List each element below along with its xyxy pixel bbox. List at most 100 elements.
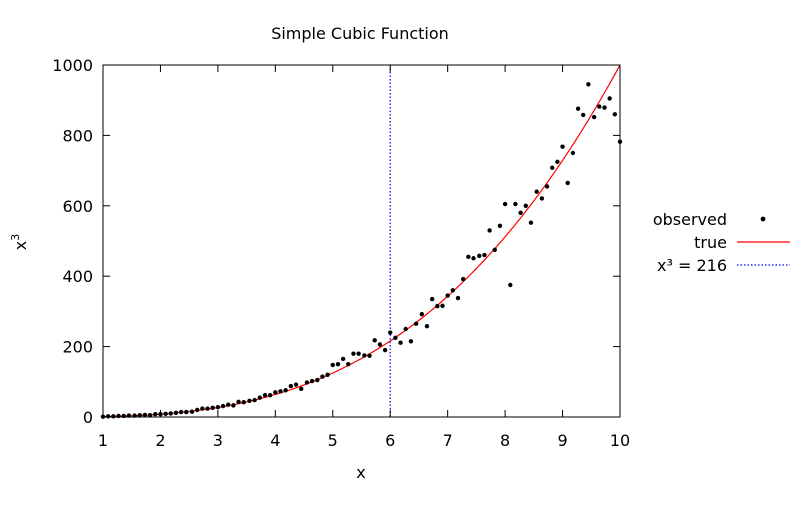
x-tick-label: 2	[155, 431, 165, 450]
observed-point	[513, 201, 518, 207]
observed-point	[262, 392, 268, 398]
observed-point	[377, 342, 383, 347]
observed-point	[523, 203, 528, 208]
observed-point	[356, 351, 361, 356]
observed-point	[163, 411, 168, 417]
observed-point	[105, 414, 111, 419]
legend-label-vline: x³ = 216	[657, 256, 727, 275]
observed-point	[205, 406, 210, 411]
observed-point	[482, 252, 487, 258]
observed-point	[408, 339, 414, 344]
observed-point	[492, 247, 497, 252]
observed-point	[403, 326, 408, 332]
observed-point	[419, 312, 425, 317]
observed-point	[210, 405, 215, 411]
observed-point	[550, 165, 555, 170]
observed-point	[168, 411, 173, 416]
observed-point	[346, 362, 351, 367]
observed-point	[602, 105, 607, 110]
y-tick-label: 400	[62, 267, 93, 286]
y-tick-label: 600	[62, 197, 93, 216]
plot-frame	[102, 64, 621, 418]
observed-point	[195, 407, 200, 413]
observed-point	[528, 220, 534, 225]
observed-point	[252, 397, 257, 403]
observed-point	[184, 409, 189, 415]
observed-point	[267, 392, 273, 398]
observed-point	[518, 210, 523, 216]
legend-label-observed: observed	[653, 210, 727, 229]
observed-point	[450, 288, 456, 293]
observed-point	[335, 362, 341, 367]
observed-point	[502, 201, 508, 207]
x-tick-label: 3	[213, 431, 223, 450]
observed-point	[273, 390, 278, 395]
observed-point	[372, 338, 377, 343]
y-tick-label: 200	[62, 338, 93, 357]
observed-point	[247, 398, 252, 404]
observed-point	[325, 372, 330, 377]
observed-point	[367, 353, 372, 358]
observed-point	[471, 256, 476, 261]
observed-point	[382, 347, 388, 353]
observed-point	[236, 399, 241, 405]
observed-point	[612, 112, 618, 117]
observed-point	[215, 404, 221, 410]
chart-title: Simple Cubic Function	[271, 24, 449, 43]
y-tick-label: 0	[83, 408, 93, 427]
observed-point	[455, 295, 461, 301]
y-axis-label-base: x	[11, 241, 30, 250]
observed-point	[178, 409, 184, 415]
x-tick-label: 5	[328, 431, 338, 450]
observed-point	[388, 330, 393, 335]
observed-point	[315, 377, 320, 383]
observed-point	[362, 353, 367, 358]
observed-point	[111, 414, 116, 419]
observed-point	[435, 303, 440, 309]
observed-point	[398, 340, 403, 345]
y-axis-label-superscript: 3	[9, 234, 22, 241]
observed-point	[231, 403, 236, 408]
observed-point	[591, 114, 597, 120]
observed-point	[137, 413, 142, 418]
legend: observed true x³ = 216	[653, 210, 790, 275]
observed-point	[424, 323, 430, 329]
y-tick-label: 800	[62, 126, 93, 145]
observed-point	[508, 282, 513, 288]
y-axis-label: x3	[9, 234, 30, 250]
observed-point	[539, 196, 545, 201]
observed-point	[429, 296, 435, 302]
observed-point	[487, 228, 492, 233]
y-tick-label: 1000	[52, 56, 93, 75]
x-tick-label: 1	[98, 431, 108, 450]
observed-point	[534, 189, 539, 194]
x-tick-label: 8	[500, 431, 510, 450]
observed-point	[257, 395, 263, 400]
observed-point	[278, 389, 283, 394]
observed-point	[288, 383, 294, 389]
legend-marker-observed	[760, 216, 766, 222]
legend-label-true: true	[694, 233, 727, 252]
observed-point	[283, 388, 288, 393]
observed-point	[555, 159, 560, 164]
plot-area	[100, 64, 623, 419]
observed-point	[309, 378, 315, 384]
observed-point	[460, 276, 466, 282]
observed-point	[220, 403, 226, 409]
observed-point	[497, 223, 503, 229]
observed-point	[189, 409, 195, 414]
observed-point	[304, 380, 310, 385]
observed-point	[570, 150, 576, 156]
x-tick-label: 10	[610, 431, 630, 450]
x-tick-label: 6	[385, 431, 395, 450]
observed-point	[298, 386, 304, 392]
x-tick-label: 7	[443, 431, 453, 450]
x-tick-label: 4	[270, 431, 280, 450]
observed-point	[241, 400, 246, 405]
observed-point	[330, 362, 335, 368]
observed-point	[560, 144, 565, 149]
observed-point	[320, 374, 325, 379]
observed-point	[393, 335, 398, 340]
observed-point	[597, 104, 602, 109]
